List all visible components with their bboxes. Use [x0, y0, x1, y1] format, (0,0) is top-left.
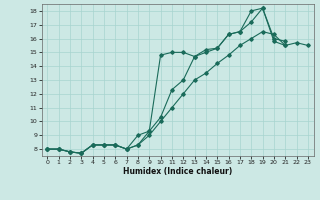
X-axis label: Humidex (Indice chaleur): Humidex (Indice chaleur) [123, 167, 232, 176]
